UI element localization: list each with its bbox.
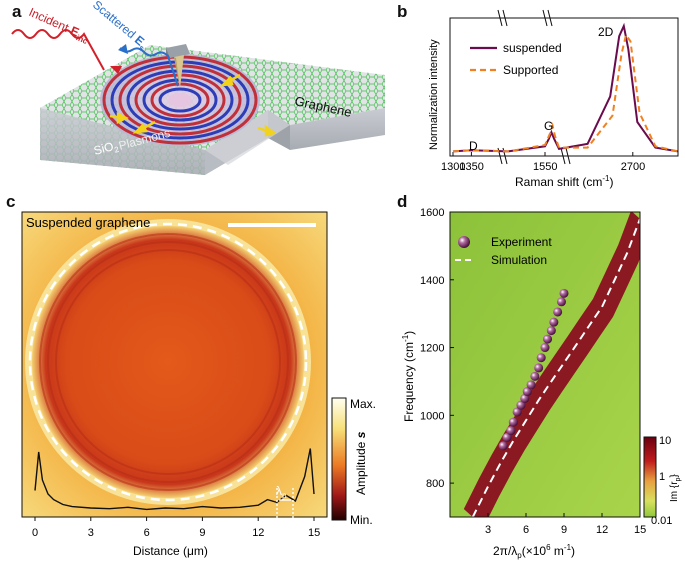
legend-supported: Supported bbox=[503, 63, 558, 77]
afm-tip bbox=[166, 44, 190, 88]
experiment-point bbox=[546, 326, 556, 336]
dispersion-chart: 3 6 9 12 15 800 1000 1200 1400 1600 Frequency (cm… bbox=[401, 207, 682, 560]
panel-label-d: d bbox=[397, 192, 408, 211]
xtick-3: 3 bbox=[485, 524, 491, 536]
xtick-6: 6 bbox=[144, 527, 150, 539]
experiment-point bbox=[520, 393, 530, 403]
experiment-point bbox=[556, 297, 566, 307]
series-suspended-line bbox=[452, 22, 679, 153]
series-simulation-line bbox=[471, 218, 640, 517]
cbar-label: Im {rp} bbox=[669, 474, 682, 502]
legend-simulation: Simulation bbox=[491, 253, 547, 267]
cbar-tick-001: 0.01 bbox=[651, 515, 672, 527]
experiment-point bbox=[530, 371, 540, 381]
experiment-point bbox=[543, 334, 553, 344]
xtick-12: 12 bbox=[252, 527, 264, 539]
incident-label: Incident Einc bbox=[26, 5, 92, 46]
experiment-point bbox=[536, 353, 546, 363]
nearfield-image: Suspended graphene λp 0 3 6 9 12 15 Distance … bbox=[21, 211, 376, 558]
series-supported-line bbox=[452, 32, 679, 153]
colorbar bbox=[331, 397, 347, 521]
cbar-max: Max. bbox=[350, 397, 376, 411]
ytick-1400: 1400 bbox=[420, 275, 444, 287]
xtick-1300: 1300 bbox=[441, 161, 465, 173]
experiment-point bbox=[506, 426, 516, 436]
xtick-0: 0 bbox=[32, 527, 38, 539]
xtick-9: 9 bbox=[199, 527, 205, 539]
ytick-1000: 1000 bbox=[420, 410, 444, 422]
xtick-1550: 1550 bbox=[533, 161, 557, 173]
xtick-15: 15 bbox=[634, 524, 646, 536]
axis-breaks bbox=[497, 9, 571, 165]
lambda-marker bbox=[276, 488, 294, 520]
peak-label-D: D bbox=[469, 139, 478, 153]
cbar-min: Min. bbox=[350, 513, 373, 527]
sio2-label: SiO2 bbox=[92, 138, 120, 160]
xlabel: Raman shift (cm-1) bbox=[515, 174, 613, 189]
ytick-1600: 1600 bbox=[420, 207, 444, 219]
xtick-12: 12 bbox=[596, 524, 608, 536]
ytick-1200: 1200 bbox=[420, 343, 444, 355]
legend: suspended Supported bbox=[470, 41, 562, 77]
peak-label-2D: 2D bbox=[598, 25, 614, 39]
xtick-1350: 1350 bbox=[459, 161, 483, 173]
panel-label-a: a bbox=[12, 2, 22, 21]
experiment-point bbox=[553, 307, 563, 317]
colorbar bbox=[643, 436, 657, 518]
legend: Experiment Simulation bbox=[455, 235, 552, 267]
ytick-800: 800 bbox=[426, 478, 444, 490]
xtick-9: 9 bbox=[561, 524, 567, 536]
xtick-15: 15 bbox=[308, 527, 320, 539]
experiment-point bbox=[526, 380, 536, 390]
experiment-point bbox=[502, 432, 512, 442]
image-title: Suspended graphene bbox=[26, 215, 150, 230]
scattered-wave bbox=[119, 47, 179, 87]
lambda-label: λp bbox=[276, 484, 287, 500]
incident-wave bbox=[11, 29, 105, 71]
cbar-tick-10: 10 bbox=[659, 435, 671, 447]
xtick-2700: 2700 bbox=[621, 161, 645, 173]
plasmon-arrows bbox=[109, 73, 277, 137]
scattered-label: Scattered Es bbox=[89, 0, 151, 53]
experiment-point bbox=[508, 417, 518, 427]
ylabel: Normalization intensity bbox=[428, 39, 440, 150]
experiment-point bbox=[498, 441, 508, 451]
fringes bbox=[39, 233, 297, 491]
cbar-label: Amplitude s bbox=[354, 431, 368, 495]
schematic-figure: Incident Einc Scattered Es Graphene SiO2… bbox=[11, 0, 385, 175]
panel-label-c: c bbox=[6, 192, 16, 211]
experiment-point bbox=[549, 317, 559, 327]
panel-label-b: b bbox=[397, 2, 408, 21]
edge-dashed-circle bbox=[28, 222, 308, 502]
cbar-tick-1: 1 bbox=[659, 471, 665, 483]
profile-line bbox=[34, 448, 315, 511]
experiment-point bbox=[559, 288, 569, 298]
experiment-point bbox=[540, 343, 550, 353]
experiment-point bbox=[516, 400, 526, 410]
peak-label-G: G bbox=[544, 119, 553, 133]
experiment-point bbox=[522, 387, 532, 397]
experiment-point bbox=[534, 363, 544, 373]
xlabel: Distance (μm) bbox=[133, 544, 208, 558]
legend-experiment: Experiment bbox=[491, 235, 552, 249]
xtick-3: 3 bbox=[88, 527, 94, 539]
xlabel: 2π/λp(×106 m-1) bbox=[493, 543, 575, 560]
xtick-6: 6 bbox=[523, 524, 529, 536]
legend-suspended: suspended bbox=[503, 41, 562, 55]
experiment-point bbox=[512, 407, 522, 417]
ylabel: Frequency (cm-1) bbox=[401, 331, 416, 422]
